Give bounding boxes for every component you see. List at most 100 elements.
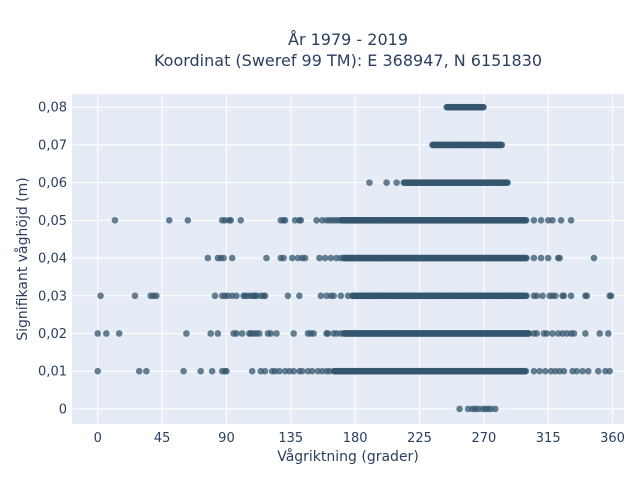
data-point xyxy=(590,254,598,262)
data-point xyxy=(281,217,289,224)
data-point xyxy=(549,330,556,337)
data-point xyxy=(403,179,410,186)
data-point xyxy=(522,217,530,224)
x-tick-label: 0 xyxy=(94,431,102,446)
x-tick-label: 360 xyxy=(600,431,625,446)
data-point xyxy=(504,179,511,186)
data-point xyxy=(280,254,287,262)
data-point xyxy=(263,254,270,262)
data-point xyxy=(317,292,325,300)
y-tick-label: 0 xyxy=(59,402,67,417)
data-point xyxy=(267,330,275,337)
data-point xyxy=(573,367,581,375)
data-point xyxy=(327,254,335,262)
data-point xyxy=(337,254,345,262)
x-tick-labels: 0 45 90 135 180 225 270 315 360 xyxy=(94,431,625,446)
data-point xyxy=(97,292,104,300)
data-point xyxy=(131,292,139,300)
data-point xyxy=(542,367,549,375)
data-point xyxy=(523,292,530,300)
data-point xyxy=(143,367,150,375)
data-point xyxy=(560,367,568,375)
data-point xyxy=(184,217,192,224)
x-axis-title: Vågriktning (grader) xyxy=(277,448,419,465)
x-tick-label: 270 xyxy=(471,431,496,446)
data-point xyxy=(261,367,269,375)
data-point xyxy=(456,405,463,413)
data-point xyxy=(584,367,592,375)
data-point xyxy=(606,367,613,375)
data-point xyxy=(324,330,332,337)
data-point xyxy=(537,217,545,224)
data-point xyxy=(480,103,487,111)
data-point xyxy=(366,179,373,186)
data-point xyxy=(214,330,222,337)
data-point xyxy=(233,292,240,300)
data-point xyxy=(273,330,280,337)
x-tick-label: 135 xyxy=(278,431,303,446)
data-point xyxy=(607,292,615,300)
data-point xyxy=(557,217,565,224)
data-point xyxy=(570,330,578,337)
data-point xyxy=(233,330,240,337)
data-point xyxy=(94,330,102,337)
x-tick-label: 180 xyxy=(343,431,368,446)
y-tick-label: 0,02 xyxy=(38,327,67,342)
x-tick-label: 45 xyxy=(154,431,171,446)
data-point xyxy=(337,292,345,300)
data-point xyxy=(297,217,305,224)
data-point xyxy=(211,292,219,300)
data-point xyxy=(560,292,568,300)
data-point xyxy=(237,217,245,224)
data-point xyxy=(288,254,296,262)
data-point xyxy=(248,367,256,375)
data-point xyxy=(567,292,575,300)
data-point xyxy=(208,367,216,375)
data-point xyxy=(227,217,235,224)
data-point xyxy=(276,367,283,375)
data-point xyxy=(344,292,352,300)
y-tick-label: 0,06 xyxy=(38,176,67,191)
data-point xyxy=(290,367,297,375)
data-point xyxy=(604,330,612,337)
data-point xyxy=(310,330,317,337)
data-point xyxy=(536,367,543,375)
x-tick-label: 90 xyxy=(218,431,235,446)
data-point xyxy=(383,179,390,186)
data-point xyxy=(539,292,546,300)
data-point xyxy=(197,367,205,375)
data-point xyxy=(582,330,589,337)
data-point xyxy=(523,254,530,262)
data-point xyxy=(393,179,400,186)
data-point xyxy=(261,292,269,300)
data-point xyxy=(530,217,538,224)
data-point xyxy=(256,330,263,337)
data-point xyxy=(498,141,506,149)
data-point xyxy=(491,405,499,413)
y-tick-label: 0,01 xyxy=(38,365,67,380)
data-point xyxy=(298,367,306,375)
data-point xyxy=(337,330,345,337)
y-tick-labels: 0 0,01 0,02 0,03 0,04 0,05 0,06 0,07 0,08 xyxy=(38,101,67,418)
data-point xyxy=(94,367,102,375)
data-point xyxy=(228,254,236,262)
chart-title-line-2: Koordinat (Sweref 99 TM): E 368947, N 61… xyxy=(154,51,542,70)
data-point xyxy=(207,330,215,337)
data-point xyxy=(330,292,337,300)
data-point xyxy=(135,367,143,375)
data-point xyxy=(530,254,538,262)
data-point xyxy=(115,330,123,337)
data-point xyxy=(301,254,309,262)
data-point xyxy=(316,254,323,262)
y-axis-title: Signifikant våghöjd (m) xyxy=(14,177,31,340)
data-point xyxy=(579,367,586,375)
data-point xyxy=(103,330,110,337)
data-point xyxy=(533,330,541,337)
x-tick-label: 315 xyxy=(536,431,561,446)
data-point xyxy=(334,217,342,224)
chart-title-line-1: År 1979 - 2019 xyxy=(288,30,408,49)
data-point xyxy=(204,254,212,262)
data-point xyxy=(183,330,190,337)
data-point xyxy=(549,217,556,224)
data-point xyxy=(530,367,538,375)
